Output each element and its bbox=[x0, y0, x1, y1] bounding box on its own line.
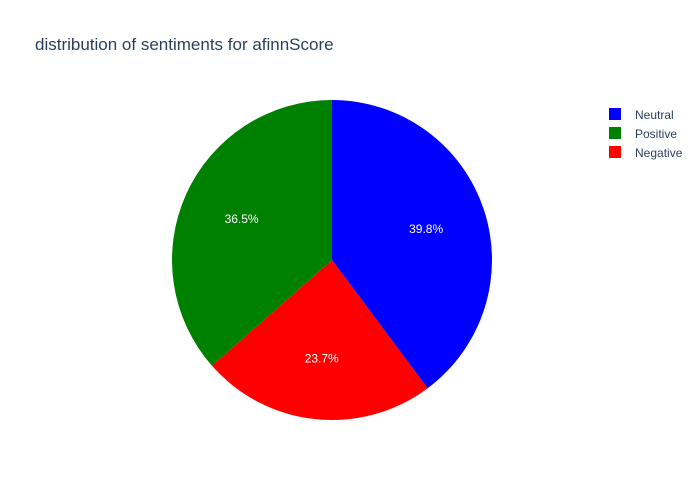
pie-slice-negative bbox=[211, 260, 428, 420]
chart-title: distribution of sentiments for afinnScor… bbox=[35, 35, 334, 54]
pie-slice-labels: 39.8% 23.7% 36.5% bbox=[225, 212, 444, 365]
legend-label-negative: Negative bbox=[635, 146, 683, 160]
legend: Neutral Positive Negative bbox=[609, 108, 683, 160]
legend-swatch-positive bbox=[609, 127, 621, 139]
pie-slice-label-positive: 36.5% bbox=[225, 212, 259, 226]
legend-label-neutral: Neutral bbox=[635, 108, 674, 122]
legend-item-positive[interactable]: Positive bbox=[609, 127, 677, 141]
pie-slice-label-neutral: 39.8% bbox=[409, 222, 443, 236]
pie-slice-positive bbox=[172, 100, 332, 366]
legend-swatch-negative bbox=[609, 146, 621, 158]
pie-slices bbox=[172, 100, 492, 420]
legend-item-neutral[interactable]: Neutral bbox=[609, 108, 674, 122]
legend-swatch-neutral bbox=[609, 108, 621, 120]
pie-slice-neutral bbox=[332, 100, 492, 389]
legend-label-positive: Positive bbox=[635, 127, 677, 141]
legend-item-negative[interactable]: Negative bbox=[609, 146, 683, 160]
pie-slice-label-negative: 23.7% bbox=[305, 352, 339, 366]
